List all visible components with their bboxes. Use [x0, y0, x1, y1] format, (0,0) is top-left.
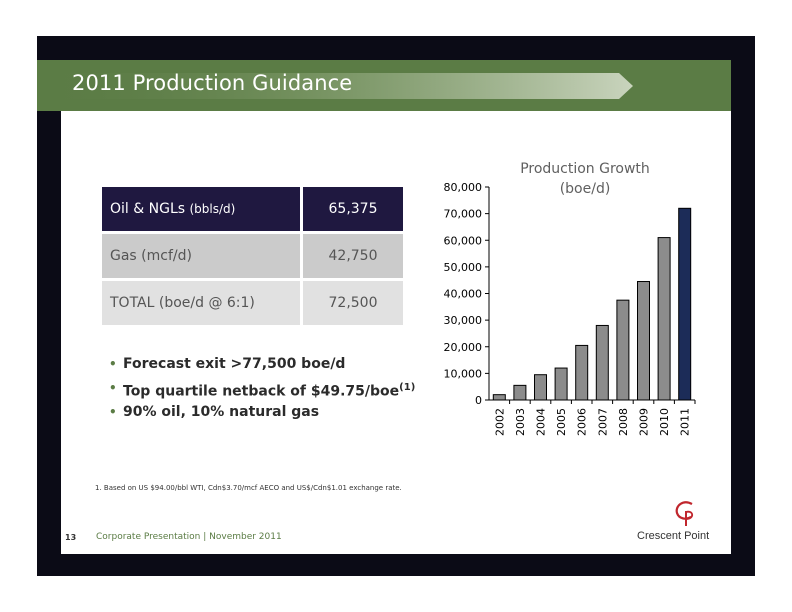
x-tick-label: 2004 [535, 408, 548, 436]
row-label-oil: Oil & NGLs (bbls/d) [102, 187, 302, 233]
row-label-gas: Gas (mcf/d) [102, 232, 302, 280]
y-tick-label: 40,000 [444, 288, 483, 301]
footnote-ref: (1) [399, 382, 416, 393]
x-tick-label: 2002 [493, 408, 506, 436]
bar [657, 237, 671, 401]
bar [513, 384, 527, 401]
brand-name: Crescent Point [637, 530, 710, 542]
bullet-item: • 90% oil, 10% natural gas [109, 400, 415, 424]
bullet-item: • Forecast exit >77,500 boe/d [109, 352, 415, 376]
bar [637, 281, 650, 401]
y-tick-label: 60,000 [444, 234, 483, 247]
title-bar: 2011 Production Guidance [37, 60, 731, 111]
footnote: 1. Based on US $94.00/bbl WTI, Cdn$3.70/… [95, 484, 402, 492]
bar [595, 324, 609, 401]
x-tick-label: 2010 [658, 408, 671, 436]
x-tick-label: 2003 [514, 408, 527, 436]
bar [534, 374, 547, 401]
y-tick-label: 0 [475, 394, 482, 407]
x-tick-label: 2009 [638, 408, 651, 436]
bullet-dot-icon: • [109, 381, 117, 395]
y-tick-label: 30,000 [444, 314, 483, 327]
guidance-table: Oil & NGLs (bbls/d) 65,375 Gas (mcf/d) 4… [102, 187, 403, 328]
x-tick-label: 2011 [679, 408, 692, 436]
table-row-gas: Gas (mcf/d) 42,750 [102, 232, 403, 280]
table-row-total: TOTAL (boe/d @ 6:1) 72,500 [102, 279, 403, 327]
slide-title: 2011 Production Guidance [72, 71, 353, 95]
y-tick-label: 70,000 [444, 208, 483, 221]
bar [575, 344, 589, 401]
y-tick-label: 50,000 [444, 261, 483, 274]
x-tick-label: 2007 [596, 408, 609, 436]
title-arrow-decoration [37, 73, 633, 99]
chart-title: Production Growth (boe/d) [520, 161, 650, 197]
row-value-total: 72,500 [300, 279, 403, 327]
production-growth-chart: 0 10,000 20,000 30,000 40,000 50,000 60,000 70,… [444, 181, 696, 436]
bar [492, 394, 506, 401]
row-value-gas: 42,750 [300, 232, 403, 280]
y-tick-label: 10,000 [444, 367, 483, 380]
y-tick-label: 20,000 [444, 341, 483, 354]
bullet-dot-icon: • [109, 357, 117, 371]
bullet-list: • Forecast exit >77,500 boe/d • Top quarti… [109, 352, 415, 424]
y-tick-label: 80,000 [444, 181, 483, 194]
row-value-oil: 65,375 [300, 187, 403, 233]
bullet-item: • Top quartile netback of $49.75/boe(1) [109, 376, 415, 400]
table-row-oil: Oil & NGLs (bbls/d) 65,375 [102, 187, 403, 233]
bar [554, 367, 568, 401]
bullet-dot-icon: • [109, 405, 117, 419]
x-tick-label: 2005 [555, 408, 568, 436]
bar [616, 299, 630, 401]
left-band [37, 111, 61, 554]
footer-text: Corporate Presentation | November 2011 [96, 532, 282, 542]
page-number: 13 [65, 533, 77, 542]
slide: 2011 Production Guidance Oil & NGLs (bbl… [37, 60, 731, 554]
x-tick-label: 2006 [576, 408, 589, 436]
x-tick-label: 2008 [617, 408, 630, 436]
row-label-total: TOTAL (boe/d @ 6:1) [102, 279, 302, 327]
crescent-point-logo-icon [675, 501, 694, 526]
bar [678, 207, 692, 401]
